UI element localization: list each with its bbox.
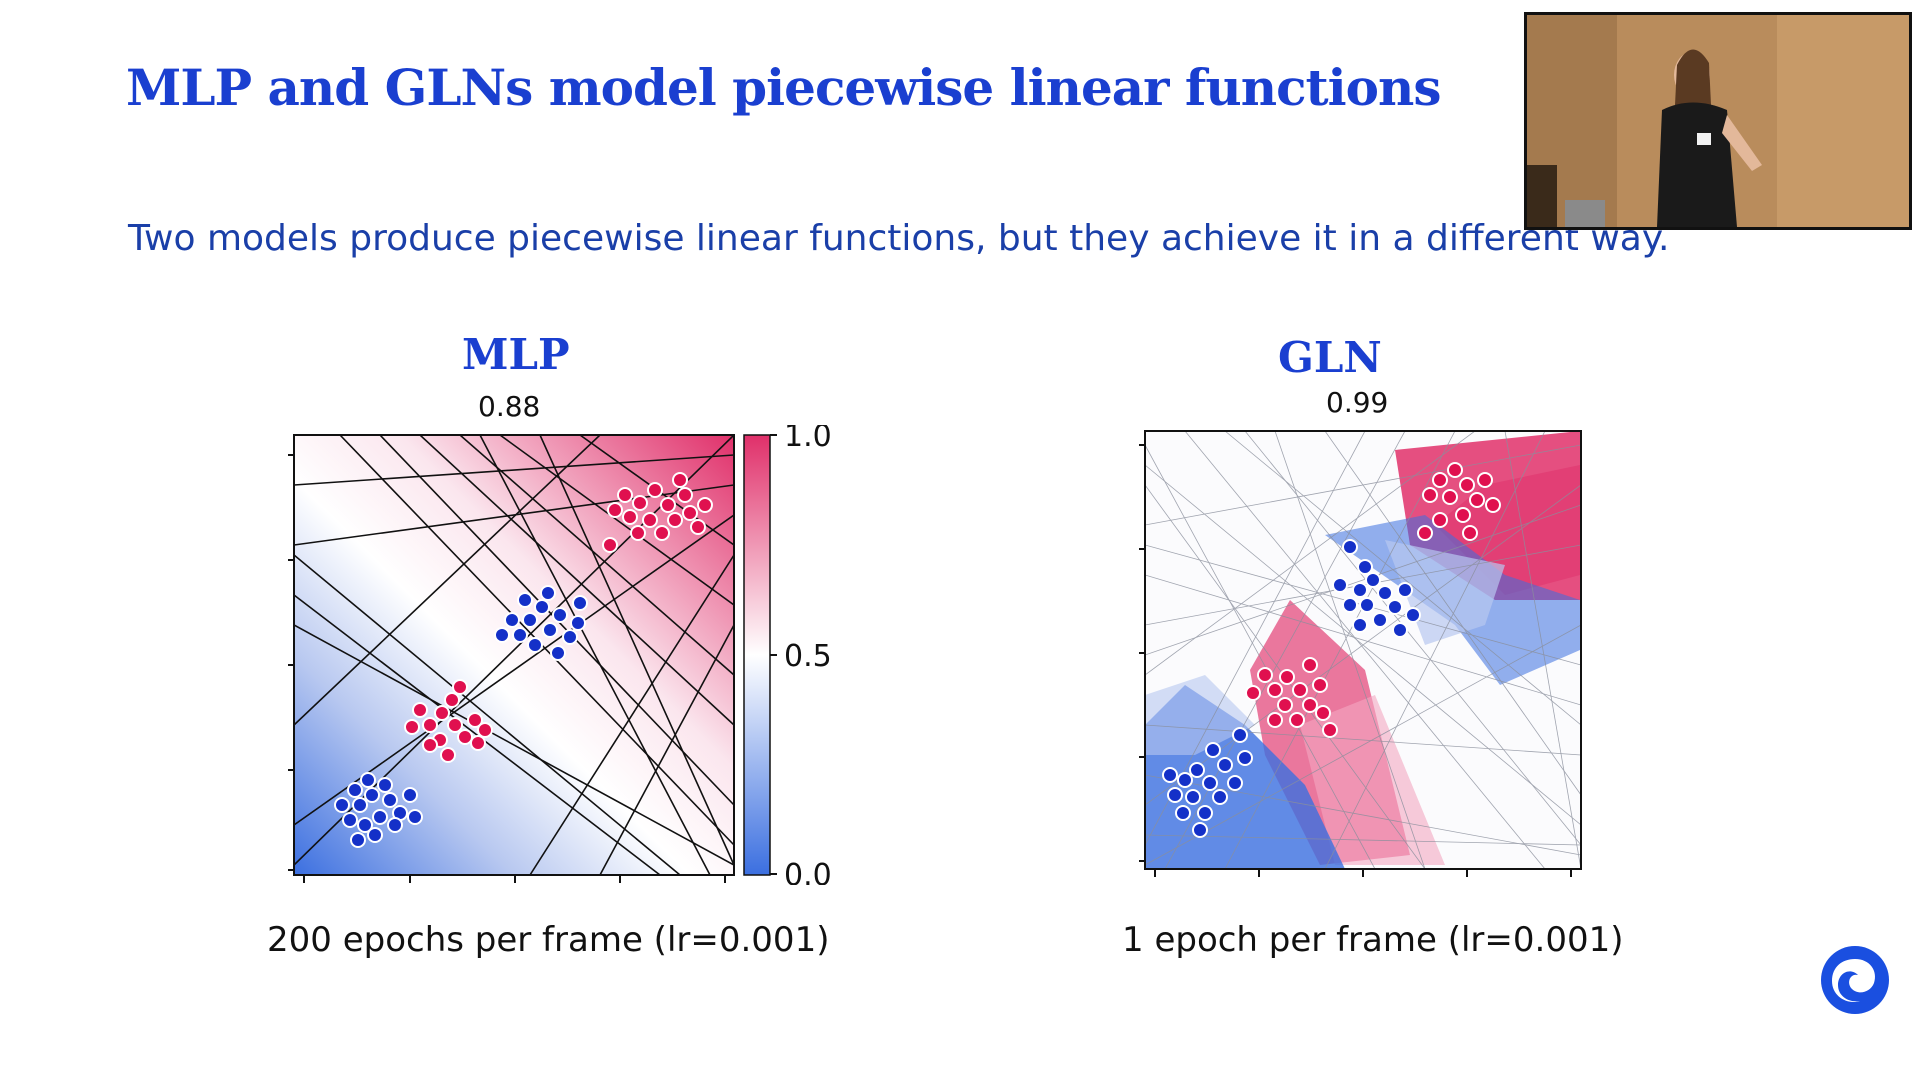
- colorbar-label-mid: 0.5: [784, 639, 832, 674]
- gln-caption: 1 epoch per frame (lr=0.001): [1122, 920, 1624, 960]
- colorbar: [743, 434, 771, 876]
- deepmind-logo-icon: [1821, 946, 1889, 1014]
- gln-accuracy: 0.99: [1326, 386, 1389, 419]
- gln-data-points: [1162, 462, 1501, 838]
- slide-subtitle: Two models produce piecewise linear func…: [128, 218, 1670, 259]
- mlp-caption: 200 epochs per frame (lr=0.001): [267, 920, 830, 960]
- gln-hyperplanes: [1145, 431, 1581, 869]
- colorbar-label-low: 0.0: [784, 858, 832, 885]
- gln-axis-ticks: [1139, 444, 1572, 877]
- mlp-axis-ticks: [288, 454, 726, 883]
- colorbar-ticks: [770, 434, 777, 875]
- mlp-accuracy: 0.88: [478, 390, 541, 423]
- slide-title: MLP and GLNs model piecewise linear func…: [126, 58, 1441, 117]
- colorbar-label-high: 1.0: [784, 425, 832, 454]
- speaker-video-thumbnail: [1524, 12, 1912, 230]
- mlp-plot: 1.0 0.5 0.0: [288, 425, 832, 885]
- speaker-video-image: [1527, 15, 1909, 227]
- gln-panel-title: GLN: [1278, 333, 1382, 382]
- mlp-panel-title: MLP: [462, 330, 570, 379]
- gln-plot: [1139, 430, 1582, 877]
- mlp-data-points: [334, 472, 713, 848]
